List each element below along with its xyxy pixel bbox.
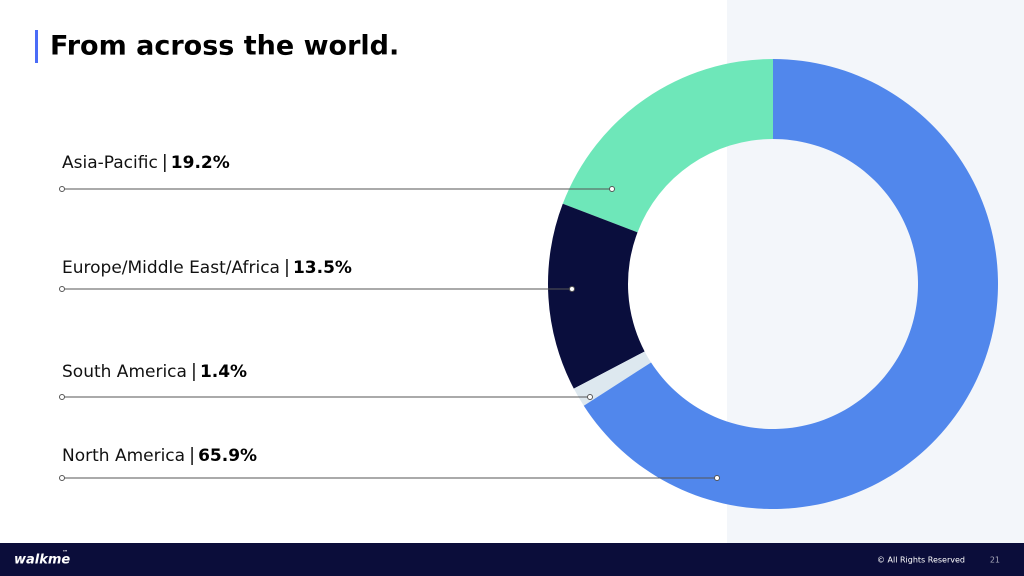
category-label: Asia-Pacific <box>62 153 158 173</box>
value-label: 13.5% <box>293 258 352 278</box>
leader-dot <box>59 394 65 400</box>
leader-dot <box>587 394 593 400</box>
leader-dot <box>59 475 65 481</box>
leader-dot <box>59 186 65 192</box>
donut-segment <box>548 203 645 389</box>
value-label: 65.9% <box>198 446 257 466</box>
donut-segment <box>583 59 999 509</box>
donut-segment <box>562 59 773 233</box>
leader-dot <box>714 475 720 481</box>
leader-dot <box>59 286 65 292</box>
footer-bar <box>0 543 1024 576</box>
value-label: 19.2% <box>171 153 230 173</box>
category-label: Europe/Middle East/Africa <box>62 258 280 278</box>
labels: Asia-Pacific 19.2% Europe/Middle East/Afri… <box>59 153 720 481</box>
chart-title: From across the world. <box>50 31 399 62</box>
donut-chart <box>548 59 999 509</box>
donut-segment <box>573 351 652 406</box>
footer-page-number: 21 <box>990 556 1000 565</box>
leader-dot <box>609 186 615 192</box>
title-accent <box>35 30 38 63</box>
footer-trademark: ™ <box>62 550 68 557</box>
category-label: North America <box>62 446 185 466</box>
category-label: South America <box>62 362 187 382</box>
footer-logo: walkme <box>14 553 70 568</box>
value-label: 1.4% <box>200 362 247 382</box>
footer-copyright: © All Rights Reserved <box>877 556 965 565</box>
leader-dot <box>569 286 575 292</box>
